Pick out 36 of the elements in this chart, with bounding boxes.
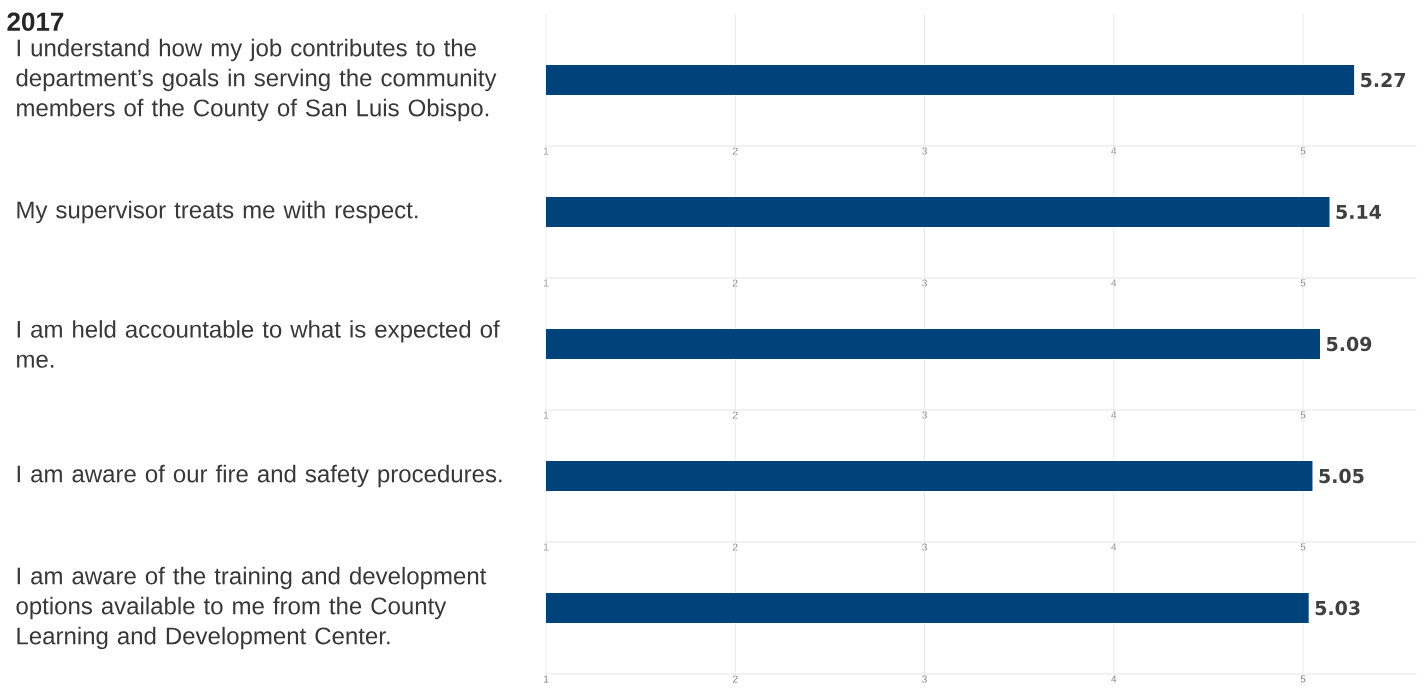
- data-label: 5.14: [1336, 204, 1382, 220]
- x-tick-label: 4: [1111, 147, 1117, 155]
- x-tick-label: 5: [1300, 411, 1306, 419]
- x-tick-label: 1: [543, 675, 549, 683]
- x-tick-label: 2: [732, 675, 738, 683]
- x-tick-label: 4: [1111, 411, 1117, 419]
- y-tick-label: I am aware of the training and development options available to me from the County Learning and Development Center.: [16, 566, 487, 650]
- text: 2017: [7, 12, 64, 31]
- x-tick-label: 4: [1111, 279, 1117, 287]
- x-tick-label: 2: [732, 543, 738, 551]
- data-label: 5.05: [1319, 468, 1364, 484]
- x-tick-label: 1: [543, 147, 549, 155]
- x-tick-label: 3: [922, 543, 927, 551]
- x-tick-label: 1: [543, 279, 549, 287]
- x-tick-label: 2: [732, 147, 738, 155]
- y-tick-label: I am aware of our fire and safety procedures.: [17, 464, 502, 488]
- x-tick-label: 3: [922, 411, 927, 419]
- data-label: 5.03: [1315, 600, 1360, 616]
- y-tick-label: My supervisor treats me with respect.: [17, 200, 418, 224]
- data-label: 5.27: [1361, 72, 1405, 88]
- x-tick-label: 4: [1111, 675, 1117, 683]
- y-tick-label: I am held accountable to what is expected of me.: [17, 320, 500, 368]
- x-tick-label: 5: [1300, 675, 1306, 683]
- x-tick-label: 1: [543, 543, 549, 551]
- x-tick-label: 3: [922, 279, 927, 287]
- x-tick-label: 3: [922, 147, 927, 155]
- x-tick-label: 2: [732, 279, 738, 287]
- x-tick-label: 1: [543, 411, 549, 419]
- x-tick-label: 5: [1300, 147, 1306, 155]
- x-tick-label: 5: [1300, 279, 1306, 287]
- data-label: 5.09: [1327, 336, 1372, 352]
- x-tick-label: 2: [732, 411, 738, 419]
- x-tick-label: 4: [1111, 543, 1117, 551]
- y-tick-label: I understand how my job contributes to the department’s goals in serving the community members of the County of San Luis Obispo.: [16, 38, 497, 122]
- x-tick-label: 3: [922, 675, 927, 683]
- x-tick-label: 5: [1300, 543, 1306, 551]
